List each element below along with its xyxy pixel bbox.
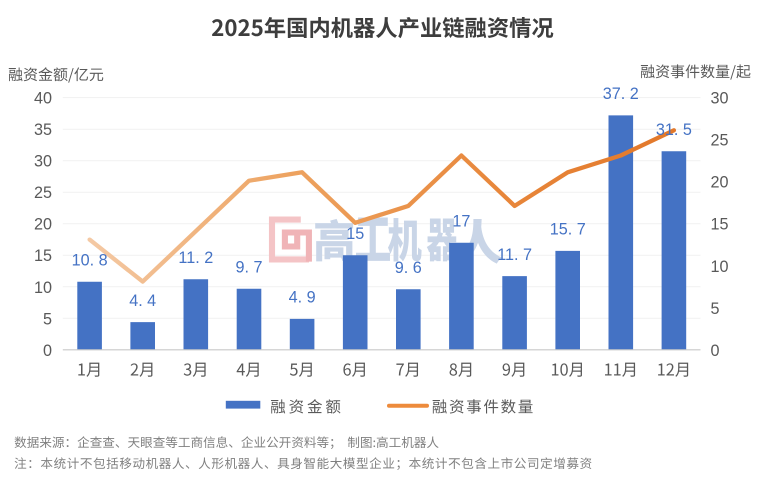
svg-text:10. 8: 10. 8 bbox=[72, 252, 108, 270]
svg-text:15: 15 bbox=[34, 247, 52, 265]
svg-text:25: 25 bbox=[34, 184, 52, 202]
svg-text:15: 15 bbox=[346, 225, 364, 243]
svg-text:9. 6: 9. 6 bbox=[395, 259, 422, 277]
svg-text:5: 5 bbox=[43, 310, 52, 328]
svg-text:0: 0 bbox=[43, 342, 52, 360]
svg-text:11. 7: 11. 7 bbox=[497, 246, 532, 264]
svg-text:30: 30 bbox=[34, 153, 52, 171]
svg-text:4. 9: 4. 9 bbox=[289, 289, 316, 307]
svg-text:17: 17 bbox=[452, 213, 470, 231]
svg-text:5: 5 bbox=[711, 300, 720, 318]
svg-text:4. 4: 4. 4 bbox=[129, 292, 156, 310]
svg-text:0: 0 bbox=[711, 342, 720, 360]
svg-text:11. 2: 11. 2 bbox=[178, 249, 213, 267]
svg-text:20: 20 bbox=[711, 174, 729, 192]
svg-text:15. 7: 15. 7 bbox=[550, 221, 586, 239]
svg-text:25: 25 bbox=[711, 132, 729, 150]
svg-text:37. 2: 37. 2 bbox=[603, 85, 639, 103]
svg-text:40: 40 bbox=[34, 90, 52, 108]
svg-text:10: 10 bbox=[711, 258, 729, 276]
svg-text:30: 30 bbox=[711, 90, 729, 108]
svg-text:31. 5: 31. 5 bbox=[656, 121, 692, 139]
svg-text:15: 15 bbox=[711, 216, 729, 234]
svg-text:35: 35 bbox=[34, 121, 52, 139]
svg-text:10: 10 bbox=[34, 279, 52, 297]
svg-text:20: 20 bbox=[34, 216, 52, 234]
svg-text:9. 7: 9. 7 bbox=[235, 259, 262, 277]
